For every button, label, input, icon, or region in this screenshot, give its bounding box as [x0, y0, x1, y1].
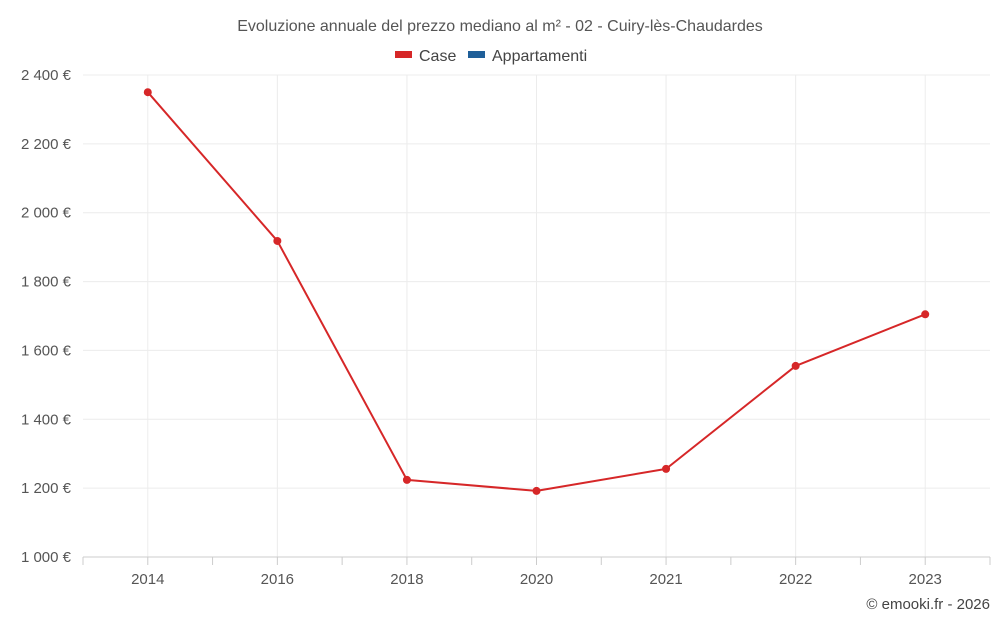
- x-tick-label: 2023: [909, 571, 942, 588]
- y-tick-label: 1 200 €: [21, 480, 72, 497]
- y-tick-label: 1 800 €: [21, 274, 72, 291]
- legend-swatch-case: [395, 51, 412, 58]
- y-tick-label: 1 600 €: [21, 342, 72, 359]
- data-point[interactable]: [791, 361, 800, 370]
- data-point[interactable]: [532, 486, 541, 495]
- x-tick-label: 2014: [131, 571, 164, 588]
- y-tick-label: 2 200 €: [21, 136, 72, 153]
- legend-swatch-appartamenti: [468, 51, 485, 58]
- data-point[interactable]: [662, 464, 671, 473]
- y-tick-label: 1 000 €: [21, 549, 72, 566]
- x-tick-label: 2021: [649, 571, 682, 588]
- x-tick-label: 2020: [520, 571, 553, 588]
- data-point[interactable]: [273, 236, 282, 245]
- data-point[interactable]: [402, 475, 411, 484]
- data-point[interactable]: [143, 88, 152, 97]
- x-tick-label: 2018: [390, 571, 423, 588]
- y-tick-label: 2 400 €: [21, 67, 72, 84]
- legend-label-appartamenti[interactable]: Appartamenti: [492, 48, 587, 65]
- x-tick-label: 2016: [261, 571, 294, 588]
- credit-text: © emooki.fr - 2026: [866, 596, 990, 613]
- axes: 1 000 € 1 200 € 1 400 € 1 600 € 1 800 € 2 000…: [21, 67, 991, 588]
- y-tick-label: 2 000 €: [21, 205, 72, 222]
- x-tick-label: 2022: [779, 571, 812, 588]
- y-tick-label: 1 400 €: [21, 411, 72, 428]
- chart-title: Evoluzione annuale del prezzo mediano al…: [237, 18, 763, 35]
- data-point[interactable]: [921, 310, 930, 319]
- grid: [83, 74, 990, 557]
- series-case: [143, 88, 930, 495]
- legend-label-case[interactable]: Case: [419, 48, 456, 65]
- legend: Case Appartamenti: [395, 48, 587, 65]
